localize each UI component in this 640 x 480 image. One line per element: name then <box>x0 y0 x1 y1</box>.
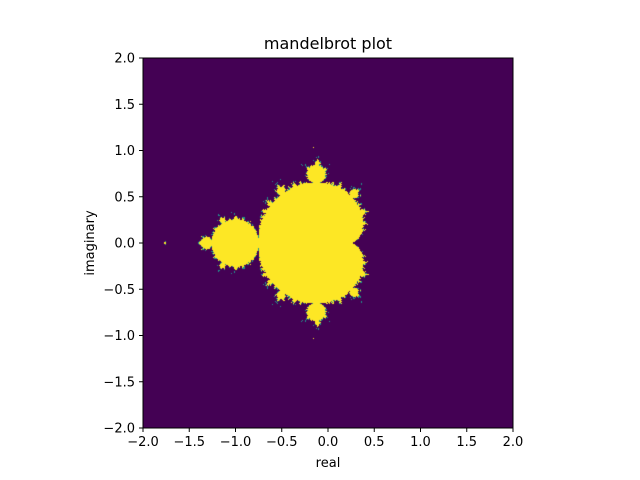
mandelbrot-heatmap <box>143 58 513 428</box>
chart-title: mandelbrot plot <box>264 34 392 53</box>
x-tick-label: −1.0 <box>220 435 252 450</box>
x-tick-label: 0.5 <box>364 435 385 450</box>
x-tick-label: −2.0 <box>127 435 159 450</box>
x-axis-ticks: −2.0 −1.5 −1.0 −0.5 0.0 0.5 1.0 1.5 2.0 <box>127 428 523 450</box>
y-tick-label: 0.5 <box>114 190 135 205</box>
x-tick-label: 1.5 <box>456 435 477 450</box>
y-axis-ticks: −2.0 −1.5 −1.0 −0.5 0.0 0.5 1.0 1.5 2.0 <box>103 52 143 437</box>
x-tick-label: −0.5 <box>266 435 298 450</box>
y-tick-label: 1.0 <box>114 144 135 159</box>
x-tick-label: 1.0 <box>410 435 431 450</box>
x-tick-label: 2.0 <box>503 435 524 450</box>
x-tick-label: 0.0 <box>318 435 339 450</box>
y-tick-label: 1.5 <box>114 98 135 113</box>
x-tick-label: −1.5 <box>173 435 205 450</box>
plot-area <box>142 57 514 429</box>
y-tick-label: −2.0 <box>103 422 135 437</box>
y-tick-label: −0.5 <box>103 283 135 298</box>
y-axis-label: imaginary <box>83 210 98 276</box>
y-tick-label: 2.0 <box>114 52 135 67</box>
y-tick-label: −1.5 <box>103 375 135 390</box>
x-axis-label: real <box>316 456 341 471</box>
y-tick-label: 0.0 <box>114 237 135 252</box>
y-tick-label: −1.0 <box>103 329 135 344</box>
